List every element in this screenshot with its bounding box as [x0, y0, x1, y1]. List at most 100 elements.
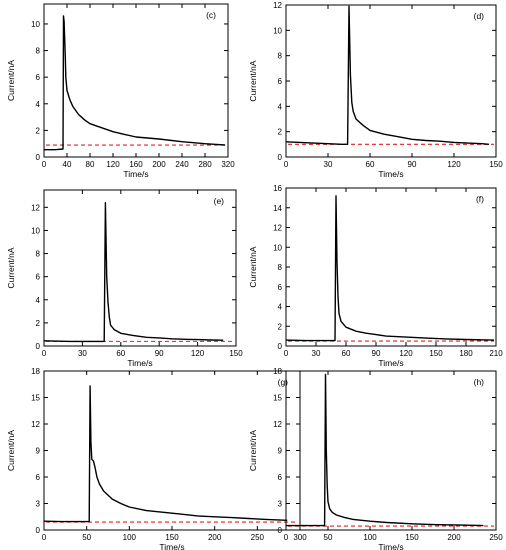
x-tick-label: 90: [155, 349, 164, 358]
x-axis-label: Time/s: [159, 542, 184, 550]
current-series-line: [286, 373, 484, 527]
x-tick-label: 30: [312, 349, 321, 358]
panel-label: (h): [474, 377, 485, 387]
x-tick-label: 150: [489, 160, 503, 169]
x-tick-label: 200: [152, 160, 166, 169]
y-tick-label: 12: [273, 420, 282, 429]
y-tick-label: 16: [273, 184, 282, 193]
panel-label: (e): [214, 196, 225, 206]
x-tick-label: 150: [165, 533, 179, 542]
x-tick-label: 0: [284, 349, 289, 358]
panel-label: (f): [476, 194, 484, 204]
y-tick-label: 12: [31, 203, 40, 212]
plot-frame: [43, 3, 229, 158]
y-tick-label: 2: [278, 322, 283, 331]
y-tick-label: 12: [273, 1, 282, 10]
y-axis-label: Current/nA: [6, 247, 16, 288]
x-tick-label: 0: [42, 349, 47, 358]
y-tick-label: 6: [278, 77, 283, 86]
x-tick-label: 200: [208, 533, 222, 542]
panel-label: (g): [278, 377, 289, 387]
x-tick-label: 0: [284, 533, 289, 542]
plot-frame: [43, 370, 301, 531]
y-tick-label: 8: [36, 250, 41, 259]
y-tick-label: 15: [273, 394, 282, 403]
y-tick-label: 0: [278, 526, 283, 535]
x-tick-label: 120: [191, 349, 205, 358]
panel-label: (d): [474, 11, 485, 21]
x-tick-label: 50: [324, 533, 333, 542]
y-tick-label: 3: [36, 500, 41, 509]
y-tick-label: 9: [36, 447, 41, 456]
x-tick-label: 160: [129, 160, 143, 169]
y-tick-label: 8: [278, 52, 283, 61]
x-tick-label: 100: [363, 533, 377, 542]
panel-c: 0 40 80 120 160 200 240 280 320 0 2 4 6 8 10 Time/s Curr…: [6, 3, 235, 179]
y-tick-label: 2: [36, 319, 41, 328]
y-tick-label: 14: [273, 204, 282, 213]
y-tick-label: 2: [278, 128, 283, 137]
current-series-line: [44, 15, 226, 151]
current-series-line: [43, 201, 224, 343]
x-tick-label: 90: [372, 349, 381, 358]
x-tick-label: 0: [42, 533, 47, 542]
x-tick-label: 180: [459, 349, 473, 358]
y-tick-label: 18: [31, 367, 40, 376]
x-tick-label: 60: [342, 349, 351, 358]
y-tick-label: 12: [273, 224, 282, 233]
y-tick-label: 8: [36, 47, 41, 56]
panel-d: 0 30 60 90 120 150 0 2 4 6 8 10 12 Time/s Current/nA (d…: [248, 1, 503, 179]
y-tick-label: 0: [278, 153, 283, 162]
current-series-line: [43, 385, 288, 523]
x-tick-label: 250: [251, 533, 265, 542]
plot-frame: [285, 370, 497, 531]
y-tick-label: 0: [36, 153, 41, 162]
y-tick-label: 6: [36, 473, 41, 482]
y-tick-label: 0: [36, 342, 41, 351]
y-tick-label: 4: [36, 296, 41, 305]
x-tick-label: 120: [447, 160, 461, 169]
y-tick-label: 6: [36, 73, 41, 82]
panel-g: 0 50 100 150 200 250 3000369121518Time/sCurren…: [6, 367, 307, 550]
panel-f: 0 30 60 90 120 150 180 210 0 2 4 6 8 10 12 14 16 Time/s Cu…: [248, 184, 503, 368]
y-axis-label: Current/nA: [248, 430, 258, 471]
y-tick-label: 6: [278, 473, 283, 482]
x-tick-label: 40: [63, 160, 72, 169]
x-tick-label: 210: [489, 349, 503, 358]
y-tick-label: 3: [278, 500, 283, 509]
x-tick-label: 30: [324, 160, 333, 169]
y-axis-label: Current/nA: [248, 246, 258, 287]
x-tick-label: 30: [78, 349, 87, 358]
plot-frame: [285, 187, 497, 347]
y-tick-label: 10: [31, 226, 40, 235]
x-tick-label: 200: [447, 533, 461, 542]
x-tick-label: 90: [408, 160, 417, 169]
y-tick-label: 8: [278, 263, 283, 272]
x-tick-label: 320: [221, 160, 235, 169]
x-tick-label: 60: [116, 349, 125, 358]
y-tick-label: 6: [278, 283, 283, 292]
y-tick-label: 18: [273, 367, 282, 376]
x-tick-label: 120: [106, 160, 120, 169]
x-tick-label: 150: [405, 533, 419, 542]
y-axis-label: Current/nA: [248, 60, 258, 101]
y-tick-label: 4: [36, 100, 41, 109]
current-series-line: [285, 195, 495, 342]
x-tick-label: 0: [284, 160, 289, 169]
y-tick-label: 10: [273, 26, 282, 35]
x-tick-label: 120: [399, 349, 413, 358]
y-axis-label: Current/nA: [6, 430, 16, 471]
x-tick-label: 100: [123, 533, 137, 542]
y-axis-label: Current/nA: [6, 60, 16, 101]
y-tick-label: 9: [278, 447, 283, 456]
x-tick-label: 240: [175, 160, 189, 169]
x-tick-label: 150: [429, 349, 443, 358]
panel-e: 0 30 60 90 120 150 0 2 4 6 8 10 12 Time/s Current/nA (e…: [6, 189, 243, 368]
current-series-line: [285, 5, 490, 146]
x-tick-label: 250: [489, 533, 503, 542]
y-tick-label: 0: [278, 342, 283, 351]
y-tick-label: 0: [36, 526, 41, 535]
panel-h: 0 50 100 150 200 250 0 3 6 9 12 15 18 Time/s Current/n…: [248, 367, 503, 550]
y-tick-label: 15: [31, 394, 40, 403]
